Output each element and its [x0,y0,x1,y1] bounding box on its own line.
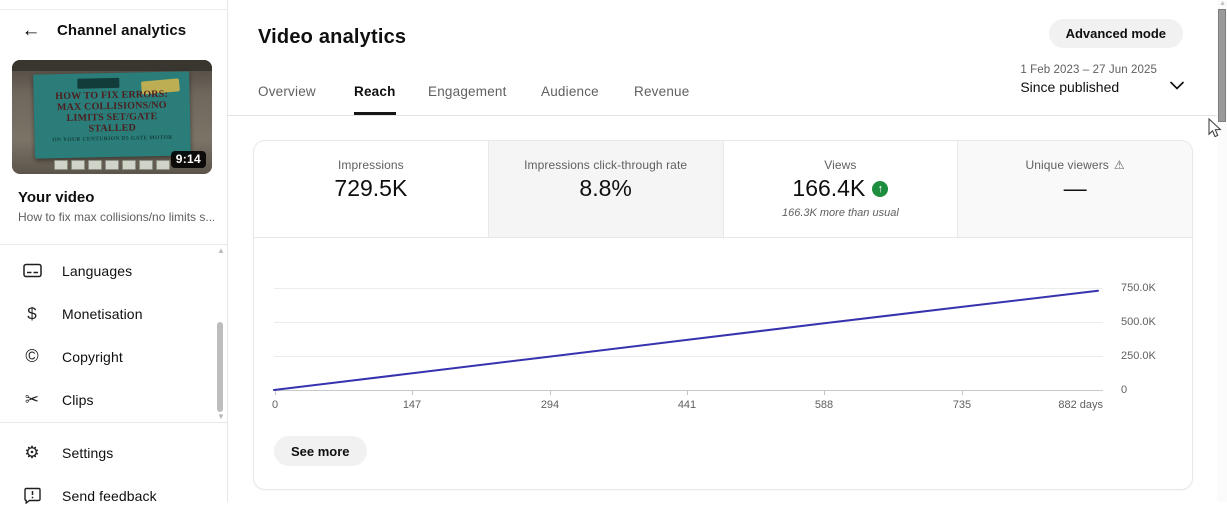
x-axis-tick [687,391,688,395]
video-duration-badge: 9:14 [170,151,206,168]
gridline-750k [274,288,1103,289]
sidebar-menu: Languages $ Monetisation © Copyright ✂ C… [0,244,227,421]
metric-card-views[interactable]: Views 166.4K ↑ 166.3K more than usual [722,141,958,237]
your-video-label: Your video [18,189,95,206]
thumbnail-subline: ON YOUR CENTURION D5 GATE MOTOR [52,134,173,144]
sidebar-item-send-feedback[interactable]: Send feedback [0,474,227,517]
sidebar: ← Channel analytics HOW TO FIX ERRORS: M… [0,0,228,504]
sidebar-item-label: Languages [62,262,133,279]
date-range-text: 1 Feb 2023 – 27 Jun 2025 [1020,64,1157,76]
tab-engagement[interactable]: Engagement [428,84,507,99]
sidebar-item-settings[interactable]: ⚙ Settings [0,431,227,474]
x-axis-tick-label: 735 [952,399,972,411]
sidebar-item-copyright[interactable]: © Copyright [0,335,227,378]
metric-label: Impressions [337,158,404,172]
scrollbar-up-icon[interactable]: ▲ [1219,0,1226,7]
sidebar-item-label: Clips [62,391,94,408]
video-thumbnail[interactable]: HOW TO FIX ERRORS: MAX COLLISIONS/NO LIM… [12,60,212,174]
x-axis-tick-label: 441 [677,399,697,411]
sidebar-item-clips[interactable]: ✂ Clips [0,378,227,421]
tab-reach[interactable]: Reach [354,79,396,115]
chevron-down-icon[interactable] [1169,77,1185,95]
metric-value: 8.8% [579,175,632,201]
metric-card-ctr[interactable]: Impressions click-through rate 8.8% [487,141,723,237]
sidebar-item-label: Copyright [62,348,123,365]
sidebar-item-languages[interactable]: Languages [0,249,227,292]
copyright-icon: © [25,346,39,366]
x-axis-tick [412,391,413,395]
x-axis-tick-label: 147 [402,399,422,411]
advanced-mode-button[interactable]: Advanced mode [1048,19,1183,48]
window-scrollbar-track[interactable]: ▲ [1217,0,1227,502]
sidebar-scroll-down-icon[interactable]: ▼ [217,412,225,421]
subtitles-icon [21,263,43,278]
metric-card-impressions[interactable]: Impressions 729.5K [254,141,488,237]
trend-line [273,289,1099,391]
metrics-row: Impressions 729.5K Impressions click-thr… [254,141,1192,238]
x-axis-tick [550,391,551,395]
metric-label: Views [824,158,857,172]
gridline-500k [274,322,1103,323]
video-title-truncated: How to fix max collisions/no limits s... [18,210,214,224]
y-axis-tick-label: 250.0K [1121,350,1156,362]
back-arrow-icon[interactable]: ← [21,20,41,41]
metric-value: 166.4K ↑ [724,175,958,202]
sidebar-item-label: Settings [62,444,114,461]
y-axis-tick-label: 750.0K [1121,282,1156,294]
see-more-button[interactable]: See more [274,436,367,466]
tab-revenue[interactable]: Revenue [634,84,690,99]
thumbnail-top-strip [12,60,212,71]
dollar-icon: $ [27,303,37,323]
channel-analytics-title: Channel analytics [57,22,187,39]
thumbnail-lcd [77,77,120,89]
x-axis-tick [962,391,963,395]
tab-overview[interactable]: Overview [258,84,316,99]
feedback-icon [21,487,43,504]
thumbnail-circuit-board: HOW TO FIX ERRORS: MAX COLLISIONS/NO LIM… [33,71,191,159]
y-axis-tick-label: 500.0K [1121,316,1156,328]
sidebar-item-label: Monetisation [62,305,143,322]
metric-label: Unique viewers ⚠ [1025,158,1125,172]
page-title: Video analytics [258,26,407,48]
scissors-icon: ✂ [24,389,40,409]
date-mode-text: Since published [1020,79,1120,95]
window-scrollbar-thumb[interactable] [1218,9,1226,122]
sidebar-footer-menu: ⚙ Settings Send feedback [0,422,227,517]
gear-icon: ⚙ [24,442,40,462]
reach-analytics-card: Impressions 729.5K Impressions click-thr… [253,140,1193,490]
gridline-250k [274,356,1103,357]
x-axis-tick [275,391,276,395]
metric-value: 729.5K [334,175,408,201]
warning-icon: ⚠ [1113,158,1125,172]
thumbnail-headline: HOW TO FIX ERRORS: MAX COLLISIONS/NO LIM… [55,88,169,135]
x-axis-tick [824,391,825,395]
x-axis-tick-label: 294 [540,399,560,411]
x-axis-tick-label: 0 [271,399,279,411]
sidebar-header: ← Channel analytics [0,18,227,46]
thumbnail-connectors [12,160,212,172]
sidebar-scroll-up-icon[interactable]: ▲ [217,246,225,255]
sidebar-item-label: Send feedback [62,487,157,504]
x-axis-tick-label: 588 [814,399,834,411]
analytics-tabbar: Overview Reach Engagement Audience Reven… [228,79,1227,116]
x-axis-tick-label: 882 days [1058,399,1103,411]
tab-audience[interactable]: Audience [541,84,599,99]
date-range-selector[interactable]: 1 Feb 2023 – 27 Jun 2025 Since published [1020,64,1157,95]
sidebar-top-divider [0,9,227,10]
sidebar-scrollbar-thumb[interactable] [217,322,223,412]
y-axis-tick-label: 0 [1121,384,1128,396]
trend-up-icon: ↑ [872,180,889,197]
metric-label: Impressions click-through rate [524,158,688,172]
sidebar-item-monetisation[interactable]: $ Monetisation [0,292,227,335]
main-content: Video analytics Advanced mode 1 Feb 2023… [228,0,1227,502]
metric-value: — [1063,175,1087,201]
chart-baseline [274,390,1103,391]
metric-card-unique-viewers[interactable]: Unique viewers ⚠ — [957,141,1192,237]
views-comparison-note: 166.3K more than usual [781,207,899,219]
